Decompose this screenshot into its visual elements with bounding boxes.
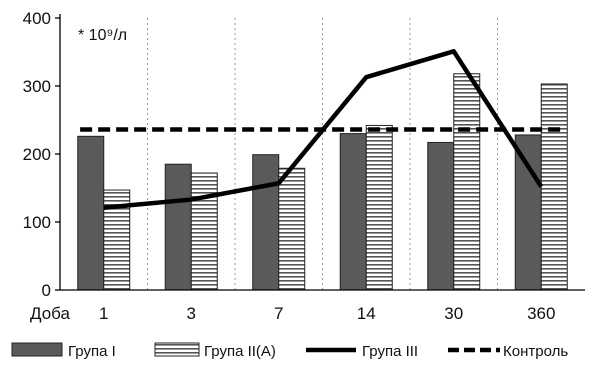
bar-grupa-1 xyxy=(164,163,192,291)
legend-grupa-2a-label: Група II(A) xyxy=(204,343,276,360)
x-tick-label: 1 xyxy=(99,304,108,323)
line-grupa-3 xyxy=(103,49,544,210)
y-tick-label: 0 xyxy=(42,281,51,300)
legend-grupa-1-swatch xyxy=(11,342,63,357)
bar-grupa-2a xyxy=(190,172,218,291)
bar-grupa-1 xyxy=(427,141,455,291)
bar-grupa-2a xyxy=(453,73,481,291)
bar-grupa-1 xyxy=(77,135,105,291)
bars-layer xyxy=(77,73,568,291)
legend-grupa-1-label: Група I xyxy=(68,343,116,360)
x-tick-label: 30 xyxy=(444,304,463,323)
bar-grupa-1 xyxy=(514,134,542,291)
legend-kontrol-label: Контроль xyxy=(503,343,568,360)
x-tick-label: 3 xyxy=(187,304,196,323)
legend-grupa-2a-swatch xyxy=(154,342,200,357)
x-tick-label: 14 xyxy=(357,304,376,323)
legend-grupa-3-label: Група III xyxy=(362,343,418,360)
y-tick-label: 200 xyxy=(23,145,51,164)
bar-grupa-2a xyxy=(278,167,306,291)
x-axis-prefix: Доба xyxy=(30,304,71,323)
y-tick-label: 100 xyxy=(23,213,51,232)
axes xyxy=(59,14,585,291)
y-tick-label: 400 xyxy=(23,9,51,28)
bar-grupa-2a xyxy=(365,124,393,291)
legend: Група I Група II(A) Група III Контроль xyxy=(11,342,568,360)
x-tick-label: 360 xyxy=(527,304,555,323)
lines-layer xyxy=(80,49,565,210)
y-tick-labels: 0 100 200 300 400 xyxy=(23,9,60,300)
y-tick-label: 300 xyxy=(23,77,51,96)
x-tick-labels: 1 3 7 14 30 360 xyxy=(99,304,555,323)
x-tick-label: 7 xyxy=(274,304,283,323)
bar-grupa-2a xyxy=(540,83,568,291)
unit-label: * 10⁹/л xyxy=(78,27,127,44)
bar-grupa-1 xyxy=(252,154,280,291)
bar-grupa-1 xyxy=(339,133,367,291)
